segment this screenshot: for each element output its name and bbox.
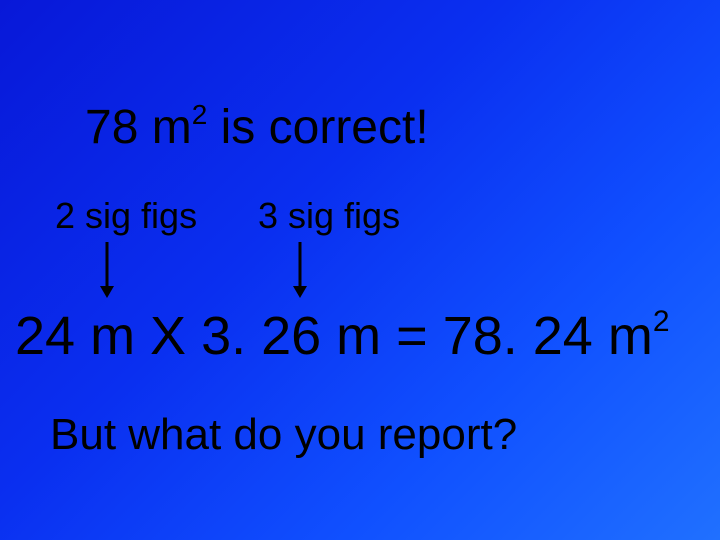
sigfig-label-left: 2 sig figs: [55, 195, 197, 237]
equation-line: 24 m X 3. 26 m = 78. 24 m2: [15, 305, 670, 367]
title-number: 78 m: [85, 101, 192, 154]
arrow-down-icon: [95, 240, 119, 300]
arrow-down-icon: [288, 240, 312, 300]
question-line: But what do you report?: [50, 410, 517, 460]
title-suffix: is correct!: [207, 101, 428, 154]
equation-super: 2: [653, 305, 670, 338]
title-super: 2: [192, 99, 208, 130]
equation-prefix: 24 m X 3. 26 m = 78. 24 m: [15, 306, 653, 366]
sigfig-label-right: 3 sig figs: [258, 195, 400, 237]
title-line: 78 m2 is correct!: [85, 100, 429, 155]
